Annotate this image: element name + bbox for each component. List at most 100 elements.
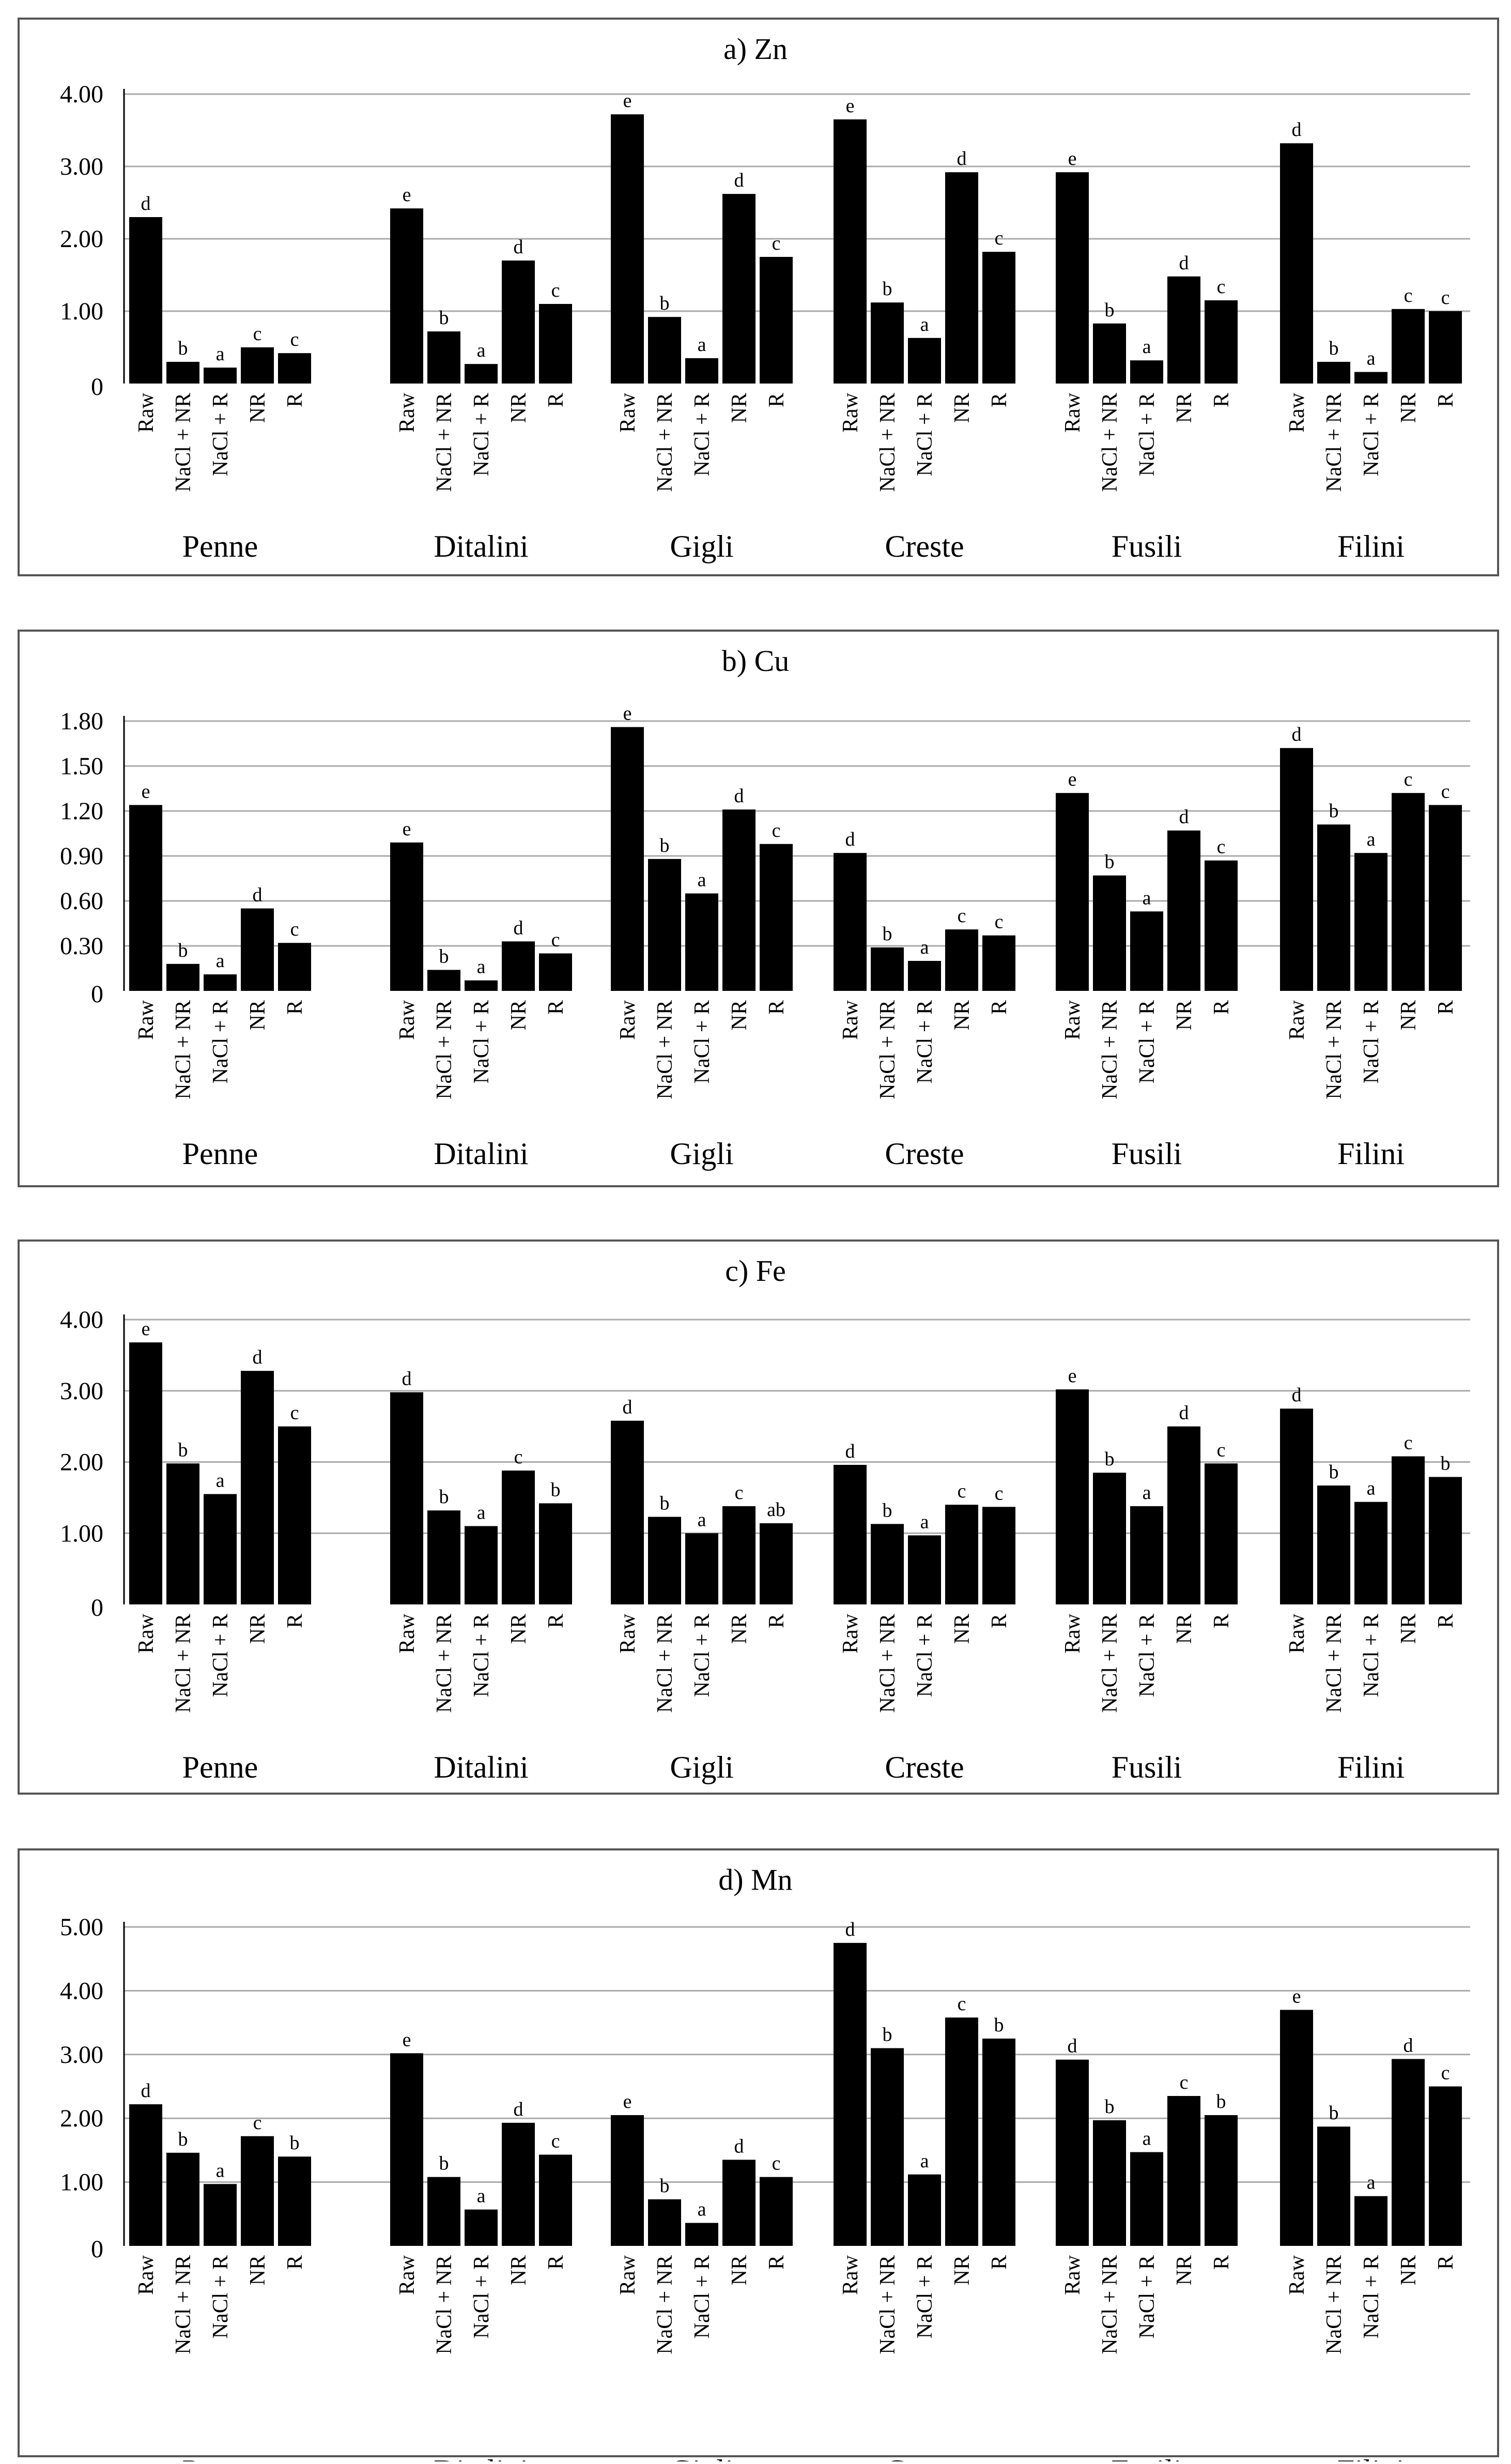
category-label: NR (728, 393, 751, 423)
bar (1056, 2059, 1089, 2246)
bar (1093, 2120, 1126, 2246)
category-label: NaCl + NR (172, 393, 195, 492)
significance-letter: b (994, 2014, 1004, 2036)
bar (427, 1510, 460, 1604)
category-label: NaCl + R (1360, 393, 1383, 476)
significance-letter: a (1143, 1482, 1151, 1504)
group-label: Penne (182, 2454, 258, 2461)
significance-letter: d (1179, 806, 1189, 828)
group-label: Ditalini (434, 529, 528, 563)
panel-frame (18, 1848, 1499, 2457)
category-label: NR (1397, 1000, 1421, 1030)
significance-letter: b (1329, 338, 1339, 359)
significance-letter: b (1441, 1452, 1451, 1474)
category-label: NaCl + R (1135, 1614, 1159, 1697)
category-label: NR (246, 1000, 270, 1030)
bar (539, 2154, 572, 2246)
significance-letter: e (1068, 769, 1077, 790)
significance-letter: e (142, 1318, 150, 1340)
category-label: Raw (616, 1613, 640, 1654)
significance-letter: c (1404, 1432, 1413, 1453)
significance-letter: b (178, 940, 188, 961)
category-label: NaCl + R (1360, 2255, 1383, 2338)
significance-letter: c (1217, 1439, 1226, 1461)
significance-letter: c (995, 227, 1004, 249)
category-label: NaCl + R (1360, 1614, 1383, 1697)
bar (465, 980, 498, 991)
panel-title: c) Fe (725, 1254, 786, 1288)
bar (982, 1507, 1015, 1604)
bar (908, 2174, 941, 2246)
significance-letter: a (920, 314, 929, 335)
bar (390, 208, 423, 384)
bar (390, 2053, 423, 2246)
bar (502, 1471, 535, 1604)
category-label: Raw (616, 1000, 640, 1040)
significance-letter: b (178, 1439, 188, 1461)
y-tick-label: 2.00 (60, 1449, 103, 1476)
category-label: NaCl + NR (876, 393, 900, 492)
bar (129, 805, 162, 991)
significance-letter: a (216, 950, 225, 972)
category-label: NaCl + R (209, 393, 233, 476)
category-label: NR (1173, 1614, 1196, 1644)
category-label: NR (246, 393, 270, 423)
category-label: NaCl + NR (653, 1000, 677, 1099)
bar (1056, 793, 1089, 991)
category-label: R (988, 1614, 1011, 1628)
panel-frame (18, 1239, 1499, 1795)
significance-letter: b (178, 2129, 188, 2150)
significance-letter: a (698, 869, 706, 891)
significance-letter: d (514, 236, 523, 258)
category-label: NR (950, 393, 974, 423)
bar (611, 114, 644, 384)
significance-letter: b (1105, 851, 1115, 873)
category-label: NaCl + NR (433, 393, 456, 492)
bar (611, 2115, 644, 2246)
bar (1056, 1389, 1089, 1604)
panel-title: b) Cu (722, 644, 790, 678)
bar (539, 304, 572, 384)
category-label: Raw (395, 1000, 419, 1040)
significance-letter: a (216, 343, 225, 365)
significance-letter: a (477, 956, 486, 978)
significance-letter: c (1441, 780, 1450, 802)
bar (502, 2122, 535, 2246)
category-label: NaCl + NR (1098, 2255, 1122, 2354)
category-label: R (283, 2255, 307, 2270)
bar (1130, 1506, 1163, 1604)
category-label: NR (1397, 1614, 1421, 1644)
significance-letter: d (141, 193, 151, 215)
bar (502, 261, 535, 384)
bar (1429, 1477, 1462, 1604)
category-label: R (765, 1614, 789, 1628)
category-label: Raw (1285, 392, 1309, 433)
category-label: NR (728, 1614, 751, 1644)
significance-letter: d (402, 1368, 412, 1390)
category-label: NaCl + R (1135, 2255, 1159, 2338)
bar (834, 1465, 867, 1604)
category-label: NR (950, 1000, 974, 1030)
category-label: R (1210, 1000, 1234, 1015)
significance-letter: c (290, 329, 299, 350)
category-label: NaCl + R (690, 1614, 714, 1697)
bar (834, 119, 867, 384)
significance-letter: c (290, 1402, 299, 1424)
category-label: R (544, 1000, 568, 1015)
y-tick-label: 0.30 (60, 932, 103, 960)
bar (204, 2184, 237, 2246)
bar (502, 941, 535, 991)
significance-letter: c (1217, 276, 1226, 298)
category-label: NR (246, 2255, 270, 2285)
group-label: Penne (182, 1137, 258, 1171)
significance-letter: d (1292, 119, 1302, 141)
category-label: NR (728, 2255, 751, 2285)
category-label: Raw (839, 1613, 862, 1654)
group-label: Creste (885, 2454, 964, 2461)
bar (945, 172, 978, 384)
bar (539, 953, 572, 991)
significance-letter: a (216, 2160, 225, 2181)
category-label: NaCl + NR (433, 2255, 456, 2354)
bar (390, 842, 423, 991)
